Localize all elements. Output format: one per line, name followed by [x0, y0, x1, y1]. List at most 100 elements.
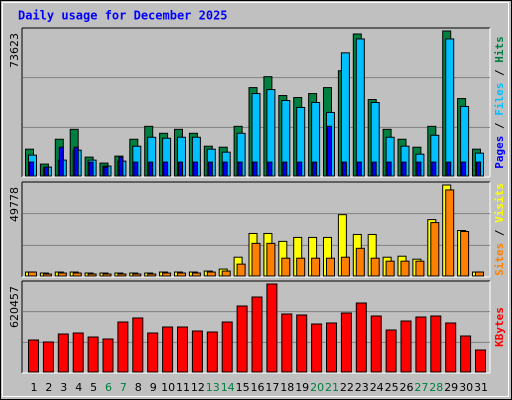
bar [177, 272, 186, 277]
legend-entry: Pages [493, 136, 506, 169]
bar [460, 230, 470, 277]
bar [371, 161, 377, 177]
bar [162, 326, 174, 373]
bar [236, 305, 248, 373]
bar [72, 272, 82, 277]
x-tick-label: 27 [414, 381, 428, 394]
y-tick-label: 620457 [8, 286, 21, 328]
bar [222, 161, 228, 177]
bar [416, 161, 422, 177]
bar [206, 271, 216, 277]
bar [340, 52, 350, 177]
bar [28, 339, 39, 373]
bar [236, 263, 246, 277]
bar [460, 335, 472, 373]
legend-entry: KBytes [493, 307, 506, 347]
bar [415, 260, 425, 277]
bar [42, 273, 52, 277]
x-tick-label: 13 [206, 381, 220, 394]
legend-entry: Files [493, 83, 506, 116]
bar [147, 273, 157, 277]
bar [72, 332, 84, 373]
x-tick-label: 23 [355, 381, 369, 394]
bar [147, 332, 159, 373]
bar [326, 257, 335, 277]
bar [117, 273, 127, 277]
bar [42, 341, 54, 373]
bar [400, 320, 412, 373]
bar [132, 273, 142, 277]
x-tick-label: 18 [280, 381, 294, 394]
x-tick-label: 28 [429, 381, 443, 394]
x-tick-label: 17 [265, 381, 279, 394]
x-tick-label: 16 [251, 381, 265, 394]
bar [445, 322, 457, 373]
x-tick-label: 11 [176, 381, 190, 394]
bar [340, 256, 350, 277]
bar [206, 331, 218, 373]
bar [43, 166, 49, 177]
legend-separator: / [493, 116, 506, 136]
bar [312, 161, 318, 177]
bar [445, 38, 455, 177]
bar [118, 156, 124, 177]
x-tick-label: 7 [120, 381, 127, 394]
bar [87, 273, 97, 277]
bar [461, 161, 467, 177]
bar [73, 146, 79, 177]
bar [281, 257, 291, 277]
bar [88, 161, 94, 177]
bar [400, 260, 410, 277]
x-tick-label: 12 [191, 381, 205, 394]
x-tick-label: 10 [161, 381, 175, 394]
legend-entry: Hits [493, 36, 506, 63]
x-tick-label: 14 [221, 381, 235, 394]
bar [326, 322, 337, 373]
bar [251, 242, 261, 277]
bar [401, 161, 407, 177]
bar [385, 329, 397, 373]
bar [192, 161, 198, 177]
bar [431, 161, 437, 177]
bar [415, 316, 427, 373]
bar [58, 146, 64, 177]
y-tick-label: 73623 [8, 33, 21, 68]
legend: Pages / Files / Hits [493, 36, 506, 169]
bar [266, 283, 278, 373]
bar [370, 257, 380, 277]
bar [475, 349, 486, 373]
x-tick-label: 20 [310, 381, 324, 394]
x-tick-label: 8 [135, 381, 142, 394]
bar [430, 315, 442, 373]
x-tick-label: 24 [370, 381, 384, 394]
bar [430, 222, 440, 277]
bar [162, 272, 172, 277]
bar [370, 315, 382, 373]
x-tick-label: 5 [90, 381, 97, 394]
bar [327, 125, 332, 177]
x-tick-label: 30 [459, 381, 473, 394]
bar [252, 161, 258, 177]
bar [355, 247, 365, 277]
bar [28, 271, 37, 277]
x-tick-label: 26 [400, 381, 414, 394]
bar [207, 161, 213, 177]
bar [57, 272, 67, 277]
frame-inner [2, 2, 509, 397]
bar [133, 161, 139, 177]
bar [297, 161, 303, 177]
bar [221, 321, 233, 373]
bar [341, 161, 347, 177]
x-tick-label: 22 [340, 381, 354, 394]
bar [102, 338, 114, 373]
bar [340, 312, 352, 373]
bar [267, 161, 273, 177]
bar [355, 302, 367, 373]
bar [117, 321, 129, 373]
legend: KBytes [493, 307, 506, 347]
bar [191, 272, 201, 277]
legend-separator: / [493, 223, 506, 243]
bar [29, 161, 34, 177]
bar [475, 271, 484, 277]
x-tick-label: 29 [444, 381, 458, 394]
